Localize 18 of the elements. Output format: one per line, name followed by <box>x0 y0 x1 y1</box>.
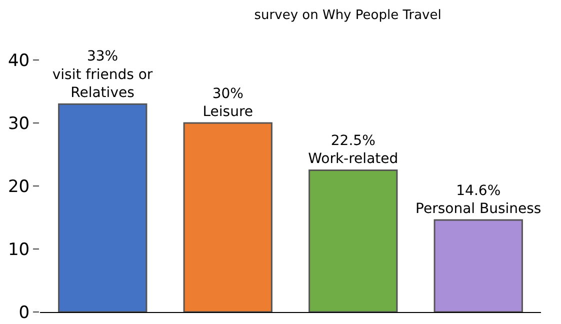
y-tick-label: 30 <box>8 114 30 134</box>
chart-title: survey on Why People Travel <box>254 8 442 23</box>
data-label: 30% <box>212 86 244 102</box>
x-tick-label: Work-related <box>308 151 398 168</box>
data-label: 33% <box>86 48 118 65</box>
x-tick-label: Leisure <box>202 104 254 120</box>
data-label: 22.5% <box>330 133 376 150</box>
y-tick-label: 10 <box>8 240 30 260</box>
x-tick-label: visit friends or Relatives <box>52 66 153 102</box>
bar <box>58 103 148 312</box>
bar <box>183 122 272 312</box>
y-tick-label: 0 <box>18 302 30 323</box>
y-tick-label: 20 <box>8 176 30 197</box>
bar <box>434 219 523 312</box>
bar <box>308 170 398 312</box>
data-label: 14.6% <box>456 182 501 199</box>
y-tick-label: 40 <box>8 50 30 71</box>
x-tick-label: Personal Business <box>416 201 542 218</box>
